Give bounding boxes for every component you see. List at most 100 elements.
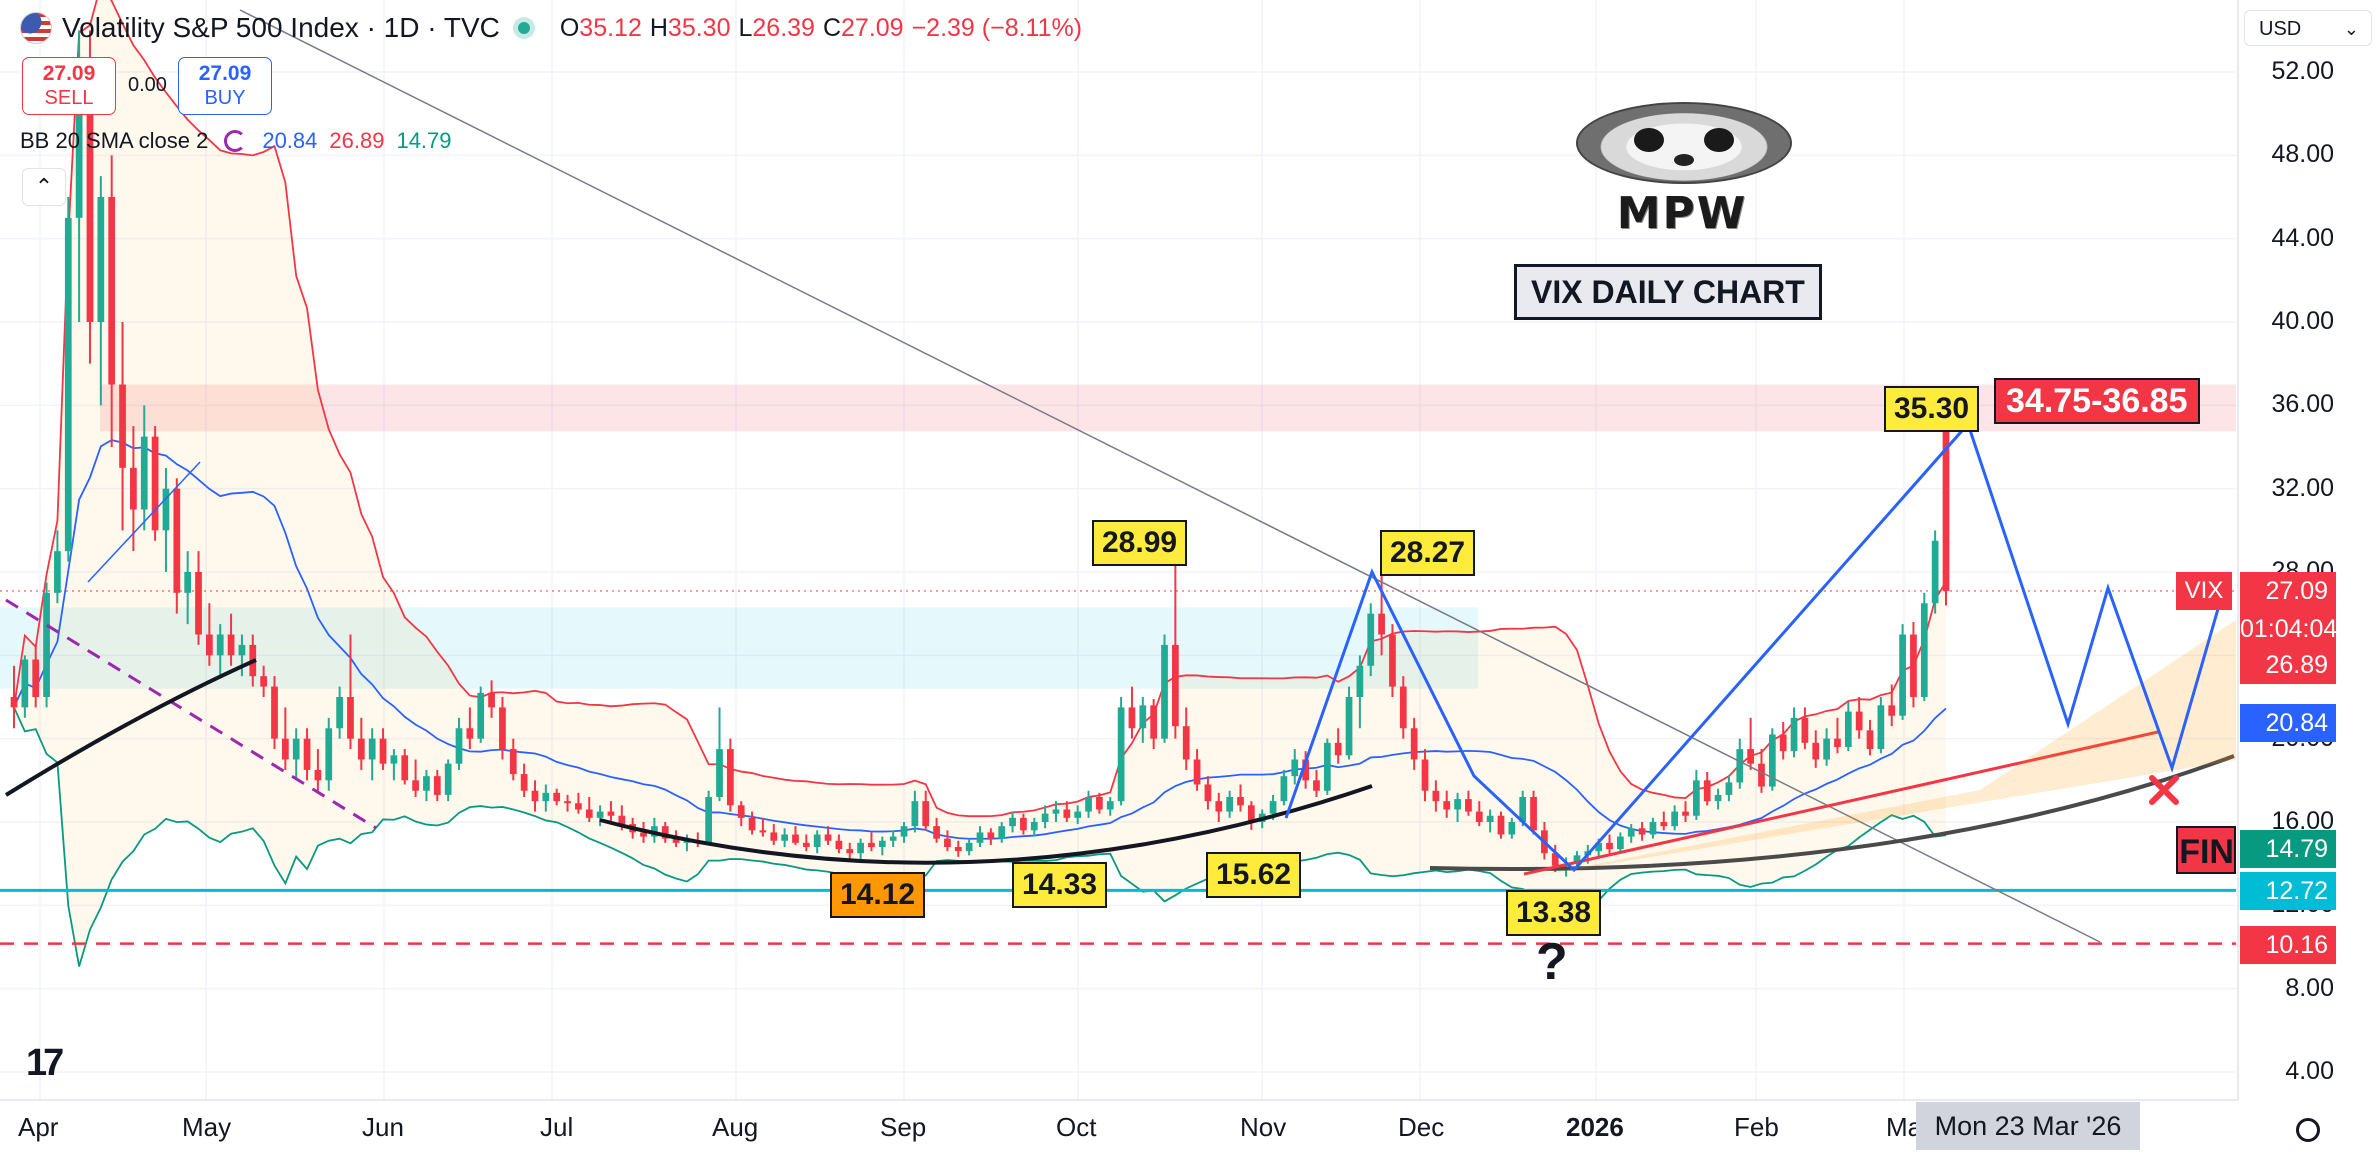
candle-body [1758, 763, 1765, 787]
price-label-bb-upper: 26.89 [2240, 646, 2336, 684]
buy-button[interactable]: 27.09 BUY [178, 57, 272, 115]
low-label-aug: 14.12 [830, 872, 926, 918]
ohlc-change: −2.39 (−8.11%) [911, 13, 1083, 42]
candle-body [1334, 742, 1342, 756]
candle-body [1812, 742, 1820, 760]
candle-body [1085, 797, 1092, 812]
crosshair-date-label: Mon 23 Mar '26 [1916, 1102, 2140, 1150]
indicator-legend[interactable]: BB 20 SMA close 2 20.84 26.89 14.79 [20, 128, 452, 154]
ohlc-open-value: 35.12 [579, 13, 642, 42]
bb-upper-value: 26.89 [329, 128, 385, 153]
buy-label: BUY [204, 87, 246, 109]
settings-icon[interactable] [2296, 1118, 2320, 1142]
candle-body [520, 774, 528, 791]
candle-body [716, 749, 723, 797]
candle-body [1465, 799, 1472, 812]
candle-body [488, 692, 495, 708]
candle-body [1182, 726, 1190, 760]
candle-body [64, 217, 72, 552]
candle-body [238, 644, 246, 656]
candle-body [1942, 423, 1950, 591]
candle-body [1551, 853, 1559, 866]
candle-body [1204, 784, 1212, 802]
candle-body [184, 572, 192, 593]
candle-body [1172, 644, 1179, 727]
collapse-legend-button[interactable]: ⌃ [22, 168, 66, 206]
price-tick-label: 52.00 [2271, 57, 2334, 85]
candle-body [1682, 811, 1689, 816]
price-tick-label: 40.00 [2271, 307, 2334, 335]
candle-body [1877, 705, 1885, 750]
candle-body [1779, 734, 1787, 752]
price-tick-label: 36.00 [2271, 390, 2334, 419]
black-arc-left [4, 658, 257, 797]
candle-body [1161, 644, 1168, 739]
candle-body [325, 728, 333, 781]
price-label-last: 27.09 01:04:04 [2240, 572, 2337, 648]
candle-body [1323, 742, 1331, 791]
candle-body [618, 815, 626, 825]
red-x-marker [2149, 775, 2179, 805]
candle-body [1627, 828, 1635, 837]
candle-body [705, 797, 713, 843]
candle-body [444, 763, 452, 795]
chart-title-box: VIX DAILY CHART [1514, 264, 1822, 320]
candle-body [1866, 730, 1874, 750]
candle-body [130, 467, 137, 510]
candle-body [1790, 717, 1798, 752]
ohlc-high-label: H [649, 13, 668, 42]
price-label-bb-lower: 14.79 [2240, 830, 2336, 868]
candle-body [423, 776, 430, 791]
sell-label: SELL [44, 87, 94, 109]
symbol-title[interactable]: Volatility S&P 500 Index · 1D · TVC [62, 12, 500, 43]
candle-body [1117, 707, 1125, 802]
candle-body [119, 384, 126, 468]
currency-select[interactable]: USD ⌄ [2244, 10, 2372, 46]
candle-body [1063, 809, 1071, 818]
price-label-text: 10.16 [2265, 931, 2328, 959]
candle-body [1920, 603, 1928, 697]
candle-body [846, 849, 854, 854]
month-label: Dec [1398, 1112, 1445, 1142]
candle-body [933, 826, 940, 839]
candle-body [1475, 811, 1483, 822]
blue-small-line [87, 461, 201, 583]
month-label: Oct [1056, 1112, 1097, 1142]
candle-body [1193, 759, 1201, 785]
candle-body [954, 847, 962, 852]
candle-body [1226, 797, 1234, 812]
indicator-name[interactable]: BB 20 SMA close 2 [20, 128, 209, 153]
resistance-zone-label: 34.75-36.85 [1994, 378, 2200, 424]
red-trendline [1523, 730, 2159, 876]
candle-body [1030, 822, 1038, 831]
candle-body [553, 792, 561, 802]
sell-button[interactable]: 27.09 SELL [22, 57, 116, 115]
candle-body [564, 801, 571, 804]
candle-body [1139, 705, 1147, 729]
black-arc-right [1429, 754, 2235, 872]
candle-body [868, 842, 875, 847]
channel-fill [1524, 620, 2236, 878]
candle-body [433, 776, 441, 795]
candle-body [1410, 728, 1418, 760]
candle-body [1020, 817, 1027, 831]
ohlc-low-label: L [738, 13, 753, 42]
candle-body [1106, 801, 1114, 810]
month-label: May [182, 1112, 232, 1142]
candle-body [944, 838, 951, 847]
long-trendline [239, 9, 2101, 943]
candle-body [1638, 828, 1646, 835]
sell-price: 27.09 [42, 62, 96, 85]
candle-body [824, 834, 832, 841]
market-status-icon[interactable] [517, 22, 530, 34]
price-label-text: 20.84 [2265, 709, 2328, 737]
ohlc-close-value: 27.09 [841, 13, 904, 42]
symbol-header[interactable]: Volatility S&P 500 Index · 1D · TVC O 35.… [0, 8, 1082, 48]
candle-body [640, 832, 647, 837]
candle-body [455, 728, 463, 764]
candle-body [596, 811, 604, 818]
candle-body [998, 826, 1006, 839]
peak-label-mar: 35.30 [1884, 386, 1980, 432]
candle-body [227, 634, 235, 656]
